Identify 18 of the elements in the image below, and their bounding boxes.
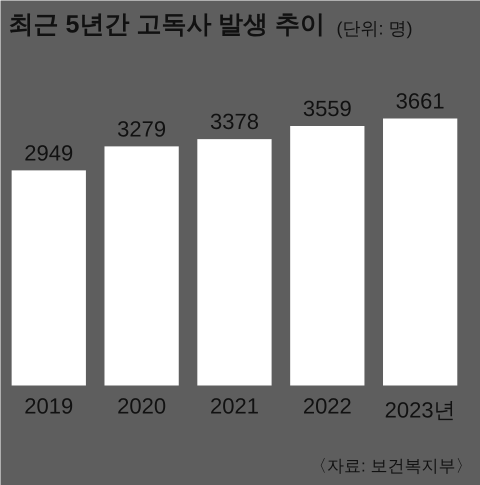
bar [290,126,364,386]
x-tick-label: 2023년 [384,398,456,422]
bar [104,146,179,386]
data-label: 3279 [117,116,166,142]
data-label: 2949 [24,140,74,166]
text: 〈자료: 보건복지부〉 [310,456,473,476]
data-label: 3559 [302,96,352,121]
bar [197,139,272,386]
x-tick-label: 2021 [210,394,259,418]
x-tick-label: 2022 [302,394,352,418]
data-label: 3661 [396,88,445,114]
bar [383,118,458,386]
x-tick-label: 2019 [24,394,74,418]
x-tick-label: 2020 [117,394,166,418]
bar [12,170,86,386]
chart-subtitle: (단위: 명) [336,18,412,38]
chart-title: 최근 5년간 고독사 발생 추이 [8,10,326,38]
data-label: 3378 [210,109,259,134]
